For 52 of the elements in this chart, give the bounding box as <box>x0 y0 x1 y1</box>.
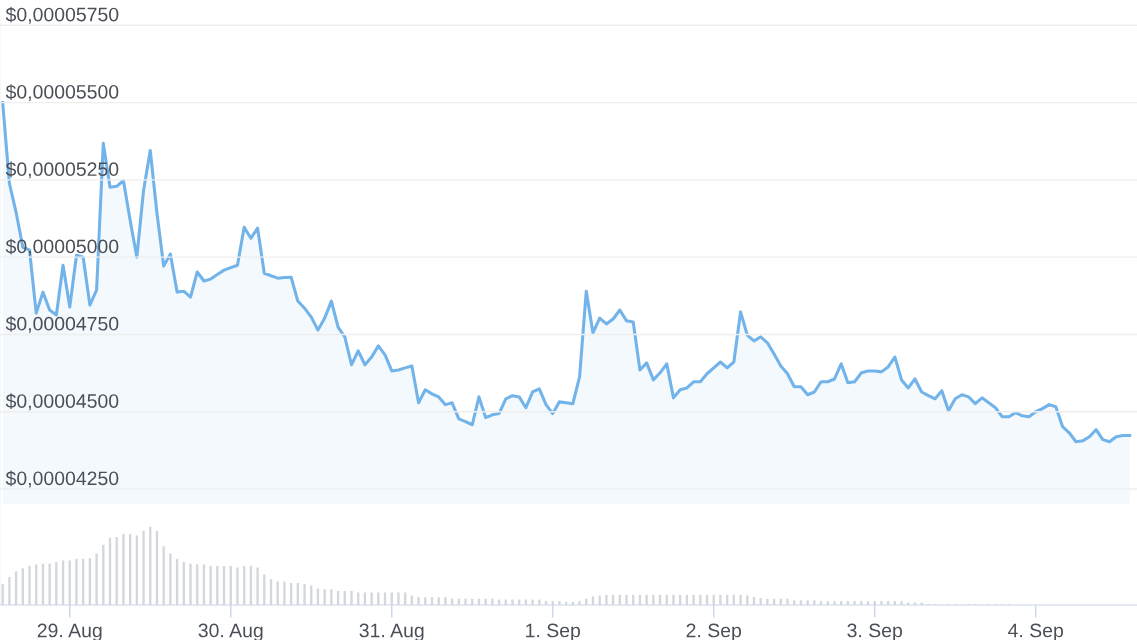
bar <box>605 594 608 605</box>
bar <box>303 583 306 605</box>
bar <box>75 558 78 605</box>
bar <box>377 592 380 605</box>
bar <box>236 567 239 605</box>
bar <box>491 598 494 605</box>
bar <box>122 533 125 605</box>
bar <box>531 599 534 605</box>
bar <box>652 594 655 605</box>
bar <box>142 530 145 605</box>
bar <box>625 594 628 605</box>
bar <box>813 600 816 605</box>
bar <box>833 601 836 605</box>
y-tick-label: $0,00005750 <box>5 6 119 24</box>
bar <box>739 594 742 605</box>
bar <box>169 553 172 605</box>
y-tick-label: $0,00005500 <box>5 84 119 102</box>
bar <box>578 601 581 605</box>
bar <box>853 601 856 605</box>
bar <box>323 589 326 605</box>
bar <box>719 594 722 605</box>
bar <box>444 597 447 605</box>
bar <box>464 598 467 605</box>
bar <box>766 598 769 605</box>
y-tick-label: $0,00004750 <box>5 316 119 333</box>
bar <box>55 562 58 605</box>
bar <box>8 576 11 605</box>
bar <box>645 594 648 605</box>
bar <box>48 563 51 605</box>
bar <box>880 601 883 605</box>
bar <box>692 594 695 605</box>
bar <box>511 599 514 605</box>
bar <box>189 563 192 605</box>
bar <box>209 565 212 605</box>
bar <box>330 589 333 605</box>
bar <box>397 592 400 605</box>
bar <box>370 592 373 605</box>
bar <box>95 553 98 605</box>
bar <box>283 581 286 605</box>
bar <box>806 600 809 605</box>
bar <box>558 601 561 605</box>
bar <box>672 594 675 605</box>
y-tick-label: $0,00004250 <box>5 470 119 488</box>
bar <box>484 598 487 605</box>
bar <box>417 597 420 605</box>
bar <box>350 590 353 605</box>
bar <box>900 601 903 605</box>
y-tick-label: $0,00004500 <box>5 393 119 411</box>
bar <box>256 567 259 605</box>
bar <box>28 565 31 605</box>
bar <box>216 565 219 605</box>
bar <box>786 598 789 605</box>
